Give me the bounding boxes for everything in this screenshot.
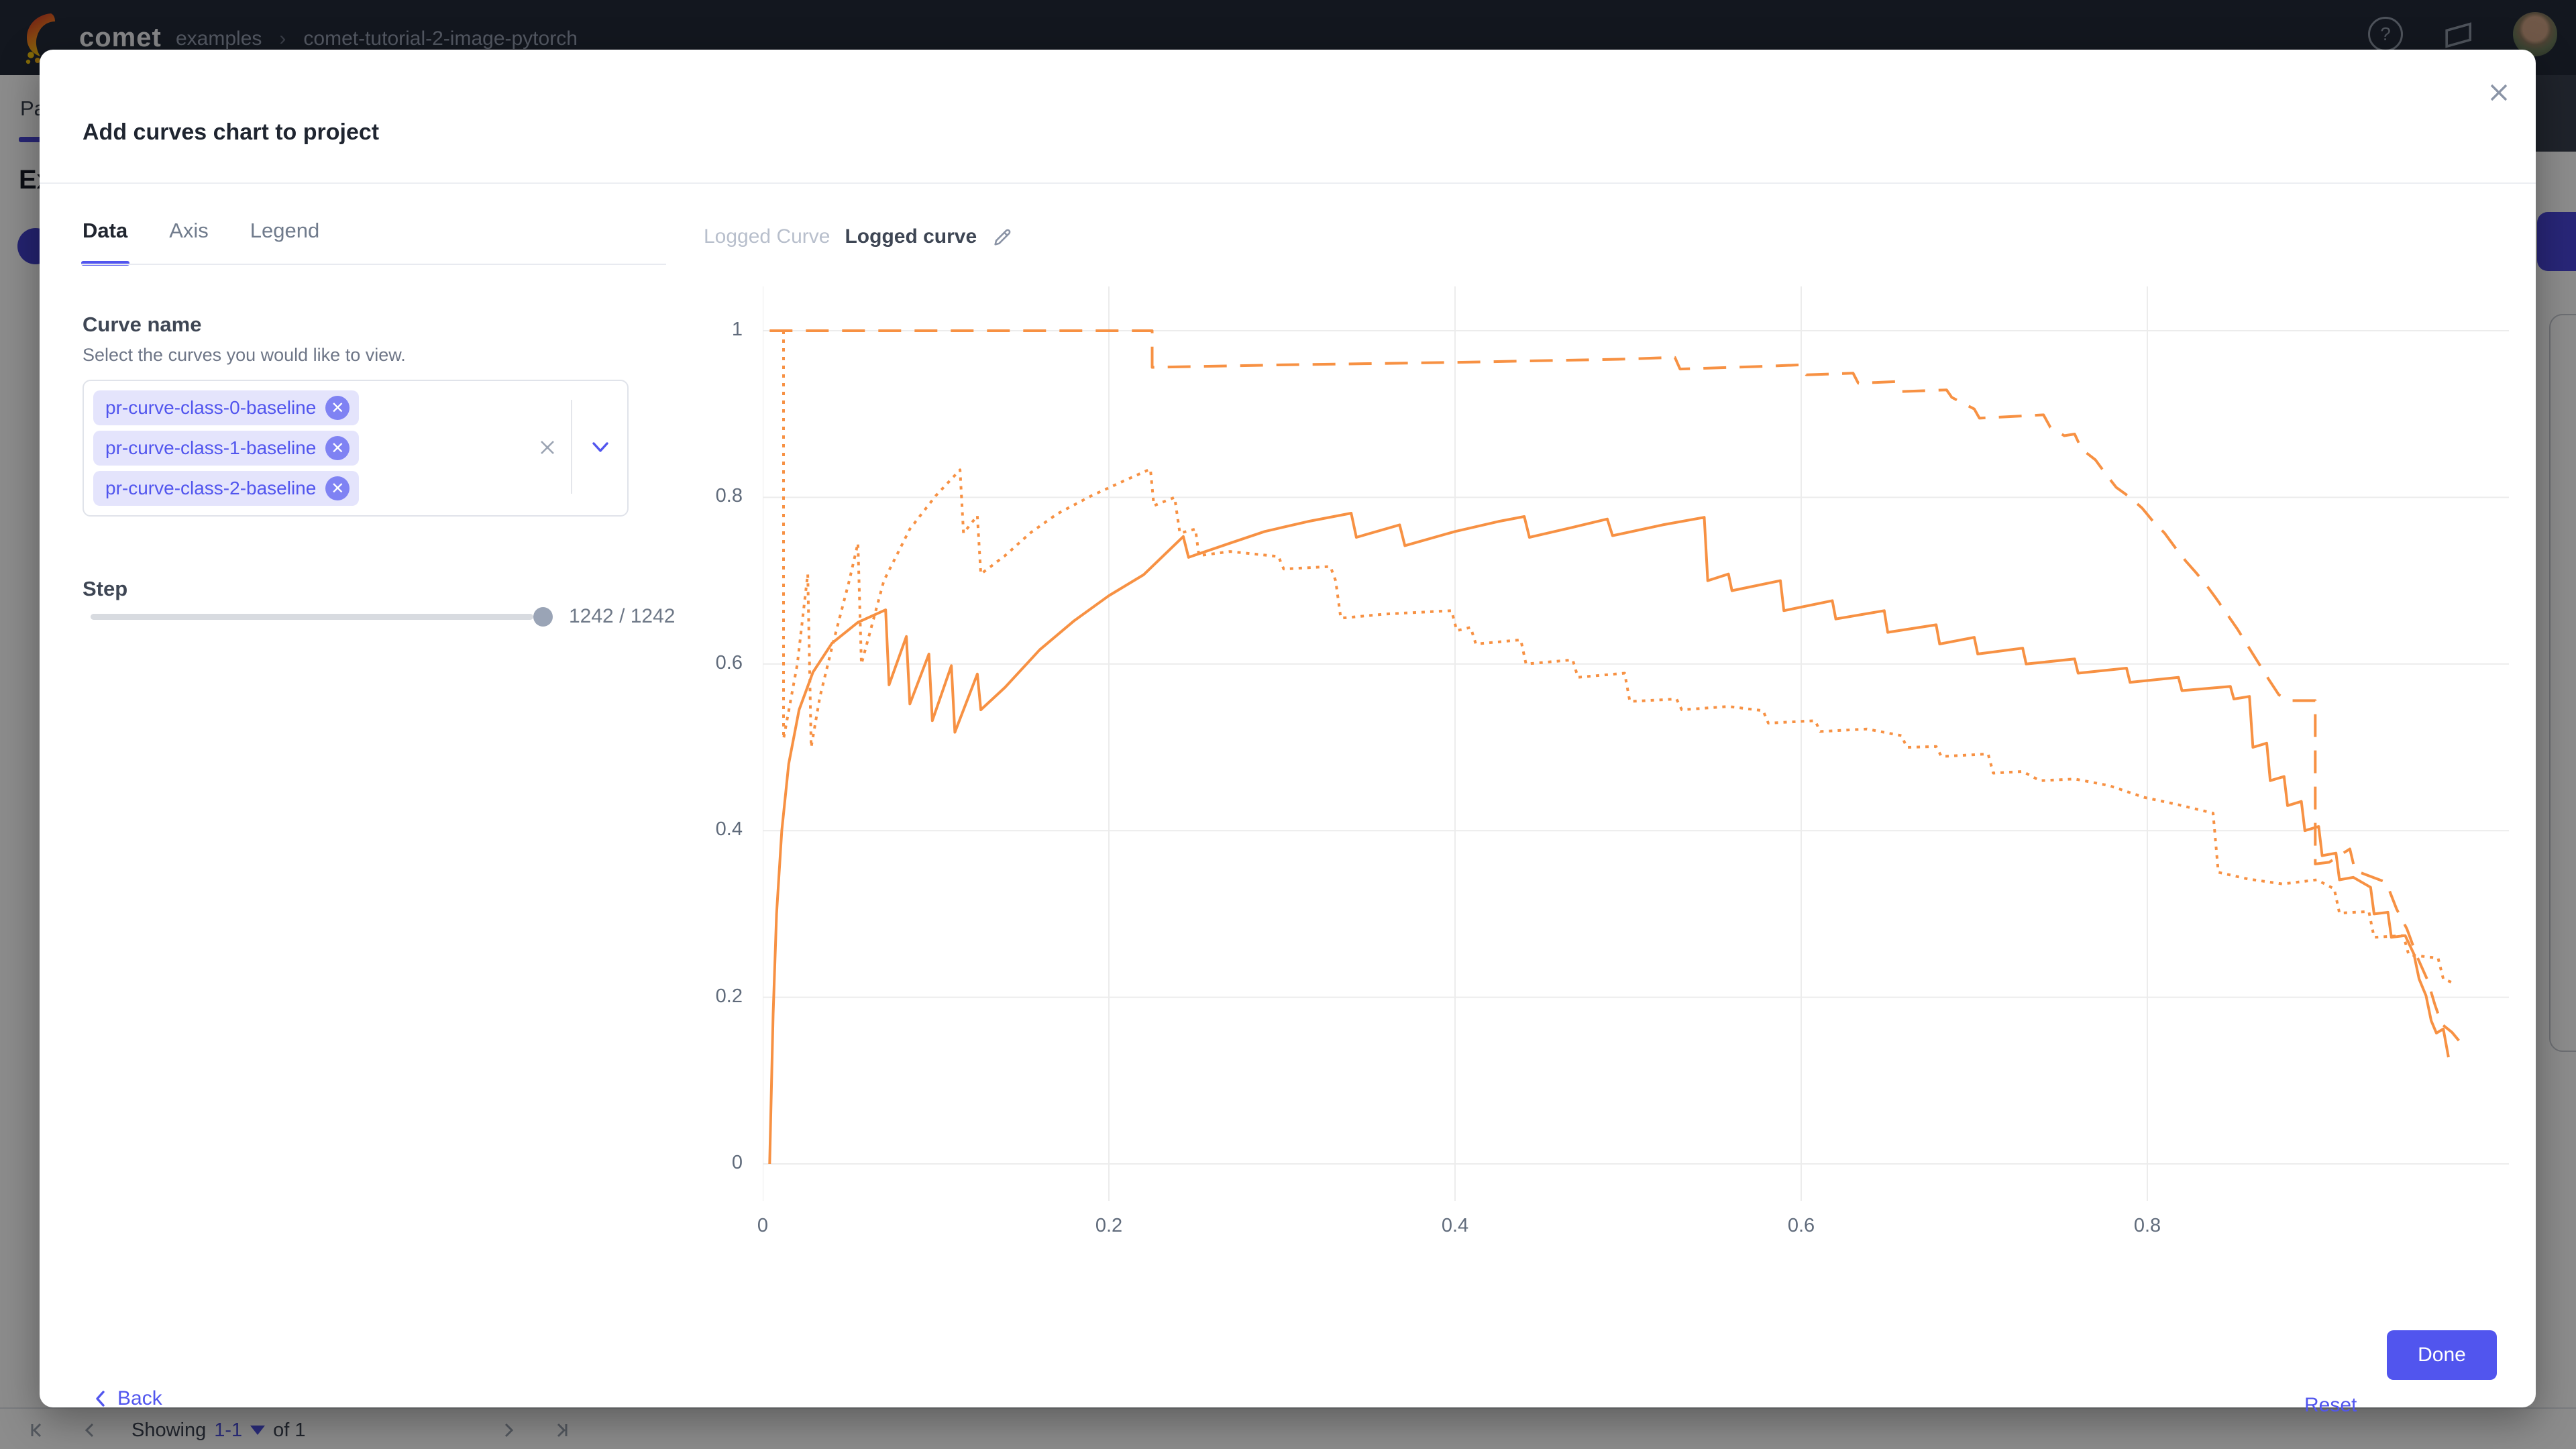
y-tick-1: 1 [731,319,743,340]
chip-pr-curve-class-1: pr-curve-class-1-baseline ✕ [93,431,360,466]
chip-remove-icon[interactable]: ✕ [325,436,350,460]
chevron-left-icon [96,1391,105,1407]
logged-curve-row: Logged Curve Logged curve [704,225,1014,248]
chip-pr-curve-class-2: pr-curve-class-2-baseline ✕ [93,471,360,506]
y-tick-0.2: 0.2 [715,985,743,1007]
prev-page-icon [85,1423,94,1438]
chip-remove-icon[interactable]: ✕ [325,476,350,500]
background-right-panel [2549,314,2576,1052]
close-icon[interactable] [2479,72,2519,113]
curve-name-heading: Curve name [83,313,202,336]
x-tick-0: 0 [757,1215,769,1236]
curve-name-multiselect[interactable]: pr-curve-class-0-baseline ✕ pr-curve-cla… [83,380,629,517]
user-avatar [2513,12,2557,56]
chip-label: pr-curve-class-1-baseline [105,437,317,458]
edit-pencil-icon[interactable] [991,225,1014,248]
chip-remove-icon[interactable]: ✕ [325,396,350,420]
step-slider-handle[interactable] [533,607,553,627]
background-right-accent-button [2537,212,2576,271]
clear-all-icon[interactable] [532,432,563,463]
background-sidebar-header [2535,75,2576,152]
y-tick-0: 0 [731,1152,743,1173]
y-tick-0.8: 0.8 [715,485,743,507]
back-button[interactable]: Back [92,1387,162,1410]
add-curves-chart-dialog: Add curves chart to project Data Axis Le… [40,50,2536,1416]
back-label: Back [117,1387,162,1409]
feedback-flag-icon [2445,22,2472,48]
pagination-showing-label: Showing [131,1419,207,1441]
dialog-tabs: Data Axis Legend [83,219,319,260]
chip-label: pr-curve-class-2-baseline [105,478,317,498]
logged-curve-value: Logged curve [845,225,977,248]
y-tick-0.4: 0.4 [715,818,743,841]
background-bottom-bar: Showing 1-1 of 1 000 [0,1407,2576,1449]
step-label: Step [83,577,128,600]
chip-pr-curve-class-0: pr-curve-class-0-baseline ✕ [93,390,360,425]
comet-logo-wordmark: comet [79,22,162,52]
x-tick-0.6: 0.6 [1787,1215,1815,1236]
curve-name-description: Select the curves you would like to view… [83,345,406,365]
last-page-icon [557,1423,568,1438]
select-divider [571,400,572,494]
header-divider [40,182,2536,184]
curves-plot [763,286,2509,1201]
x-tick-0.2: 0.2 [1095,1215,1123,1236]
pagination-caret-icon [250,1426,266,1435]
curves-chart: 0 0.2 0.4 0.6 0.8 1 0 0.2 0.4 0.6 0.8 [716,286,2509,1236]
tab-axis[interactable]: Axis [169,219,209,242]
curve-pr-curve-class-2-baseline [782,331,2455,985]
breadcrumb: examples › comet-tutorial-2-image-pytorc… [176,24,578,54]
breadcrumb-separator: › [279,28,286,50]
curve-pr-curve-class-1-baseline [768,512,2450,1165]
next-page-icon [504,1423,513,1438]
pagination: Showing 1-1 of 1 [27,1414,572,1446]
reset-button[interactable]: Reset [2304,1394,2357,1416]
dialog-title: Add curves chart to project [83,119,380,145]
done-button[interactable]: Done [2387,1330,2497,1380]
y-tick-0.6: 0.6 [715,651,743,674]
comet-logo: comet [23,8,237,67]
x-tick-0.8: 0.8 [2133,1215,2161,1236]
pagination-of-label: of 1 [273,1419,306,1441]
logged-curve-label: Logged Curve [704,225,830,248]
breadcrumb-project: comet-tutorial-2-image-pytorch [303,28,578,50]
chevron-down-icon[interactable] [583,432,618,463]
tab-legend[interactable]: Legend [250,219,320,242]
breadcrumb-workspace: examples [176,28,262,50]
pagination-range: 1-1 [214,1419,243,1441]
chip-label: pr-curve-class-0-baseline [105,397,317,418]
curve-pr-curve-class-0-baseline [769,329,2460,1042]
tab-data[interactable]: Data [83,219,128,242]
step-slider-track[interactable] [91,614,533,620]
x-tick-0.4: 0.4 [1441,1215,1469,1236]
step-value: 1242 / 1242 [569,605,676,627]
tab-divider [81,264,666,265]
first-page-icon [31,1423,42,1438]
active-tab-underline [81,261,129,266]
